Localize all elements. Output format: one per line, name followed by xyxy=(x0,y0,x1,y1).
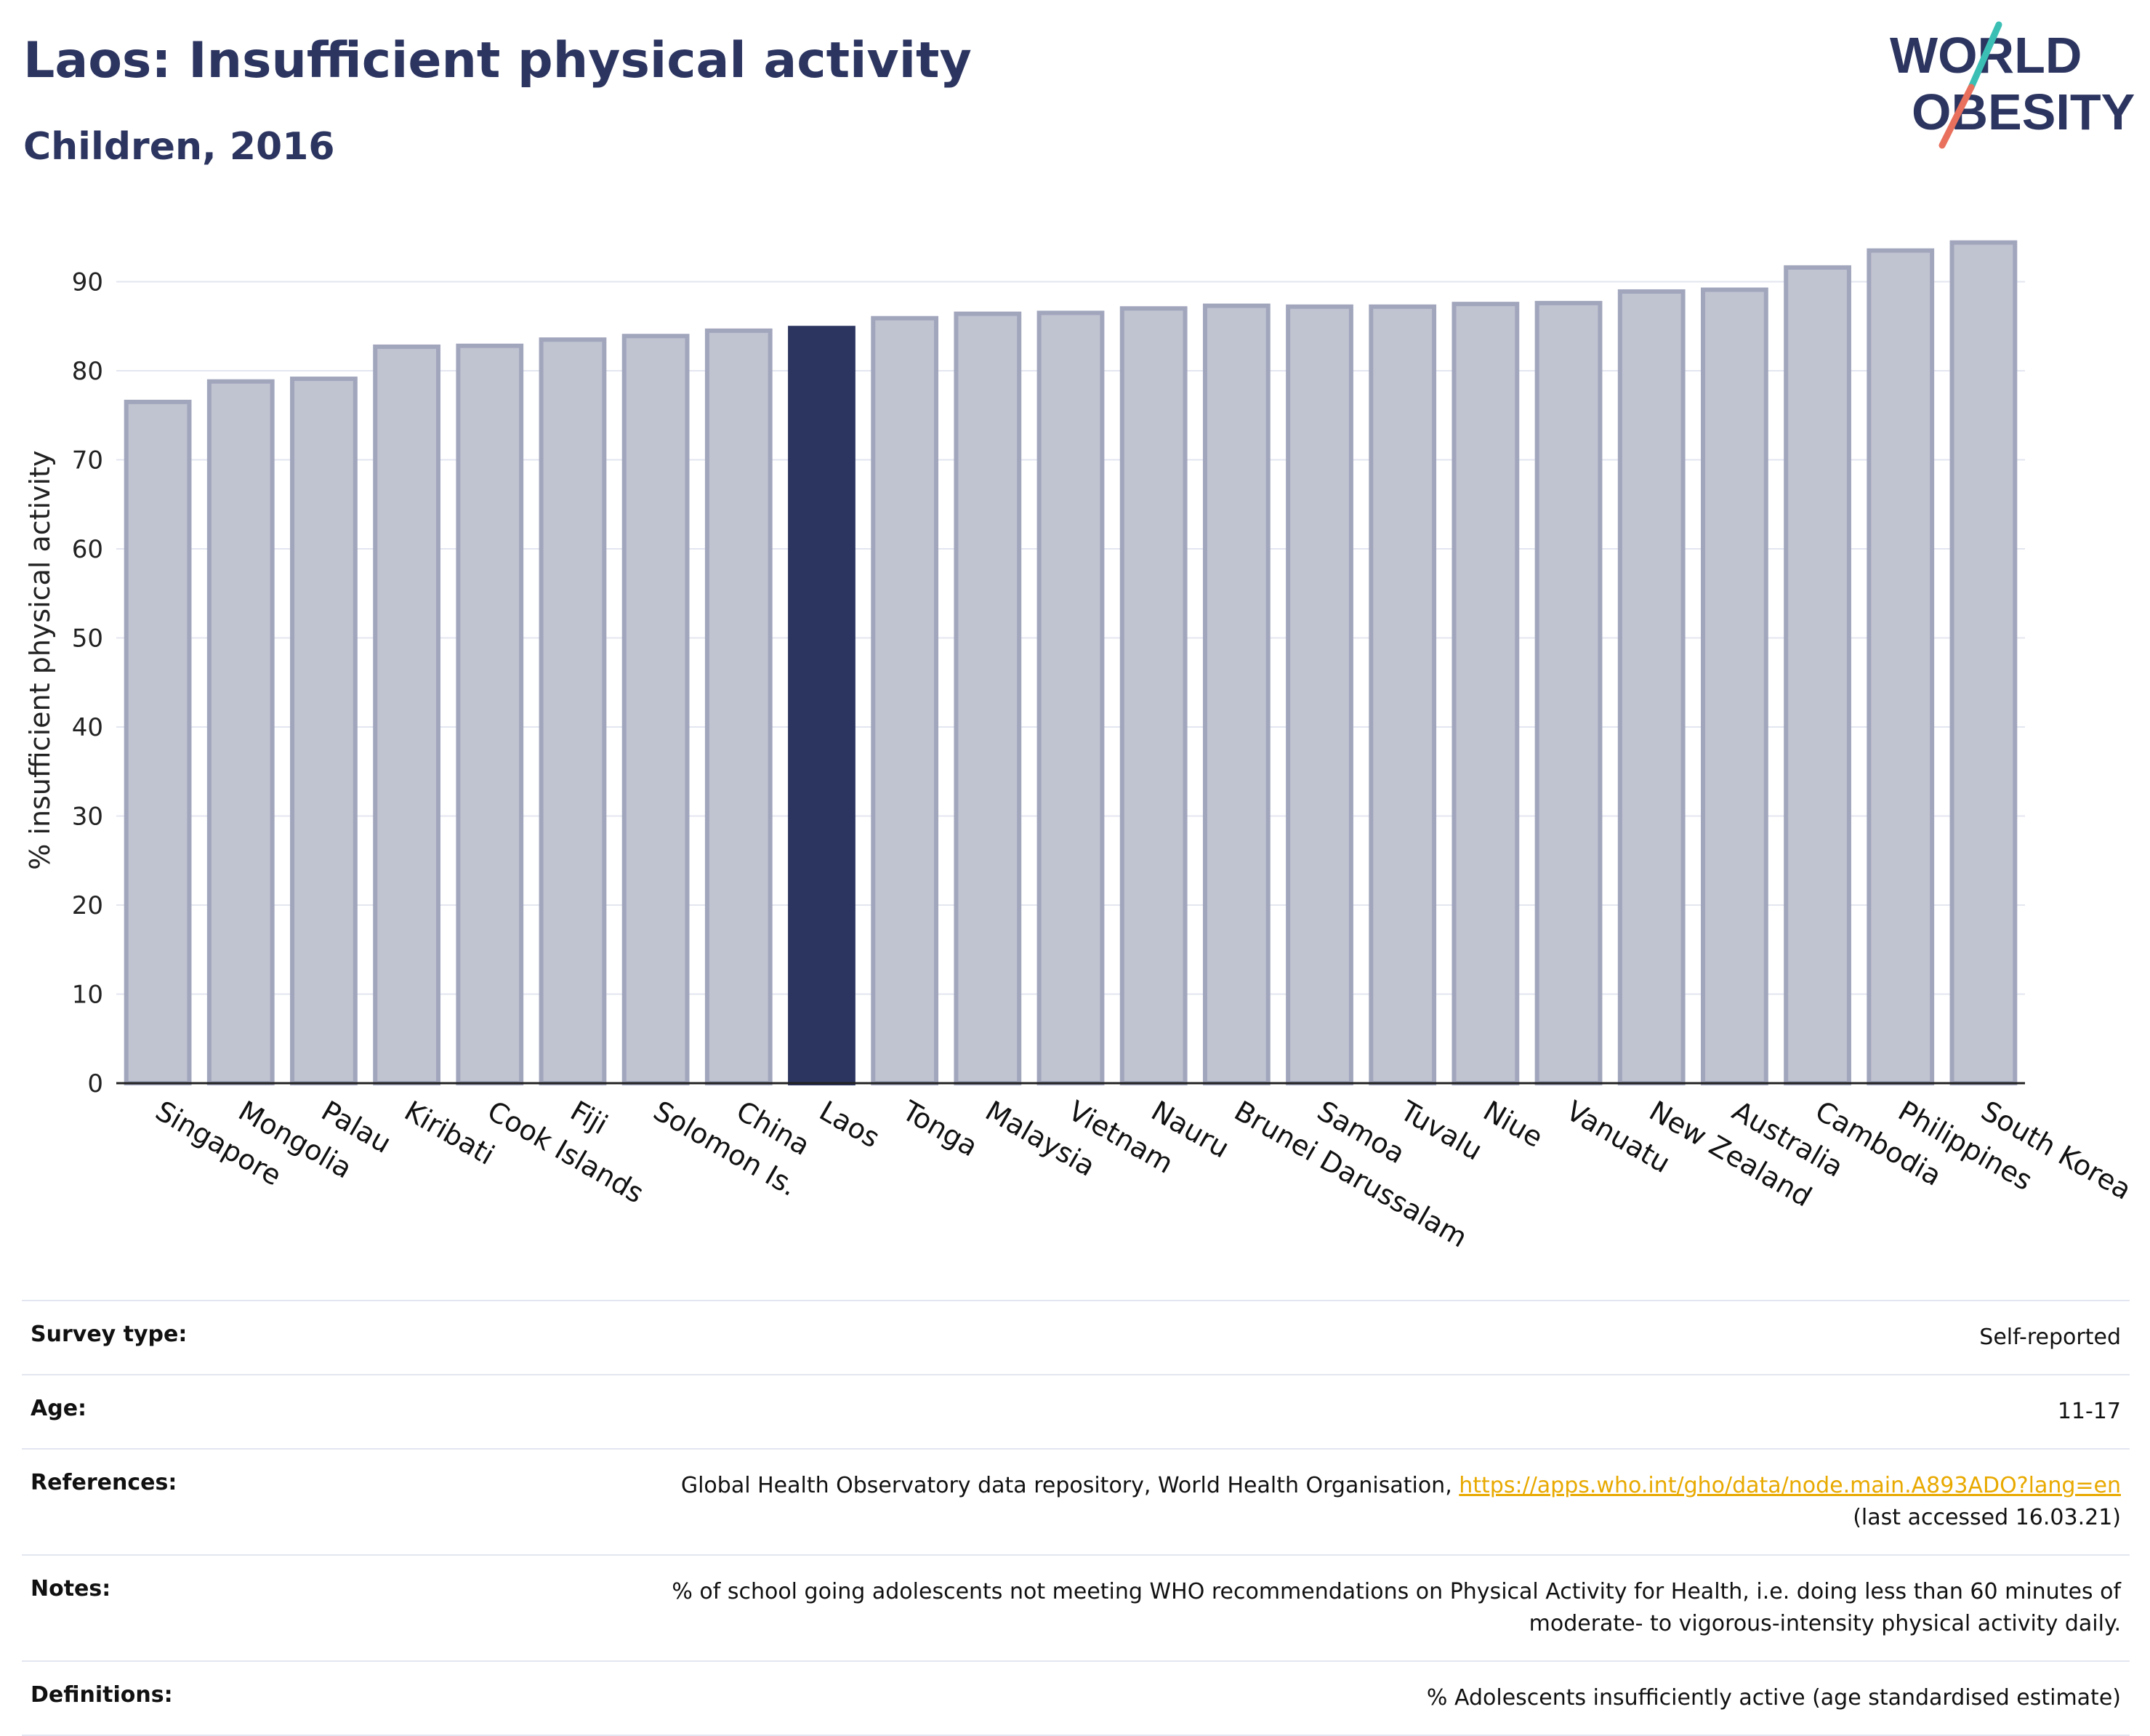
survey-type-label: Survey type: xyxy=(31,1322,188,1347)
bar-tonga xyxy=(871,316,939,1086)
survey-type-row: Survey type: Self-reported xyxy=(22,1300,2130,1374)
y-tick-label-10: 10 xyxy=(72,981,103,1010)
references-text: Global Health Observatory data repositor… xyxy=(680,1473,1459,1498)
x-tick-label-kiribati: Kiribati xyxy=(399,1095,500,1171)
notes-row: Notes: % of school going adolescents not… xyxy=(22,1554,2130,1660)
bar-vietnam xyxy=(1036,310,1105,1085)
y-tick-label-0: 0 xyxy=(87,1069,103,1098)
bar-nauru xyxy=(1119,306,1188,1085)
logo-coral-slash xyxy=(1938,84,1975,149)
y-axis-label: % insufficient physical activity xyxy=(24,450,56,869)
bar-brunei-darussalam xyxy=(1202,303,1271,1086)
age-value: 11-17 xyxy=(2057,1399,2121,1424)
references-label: References: xyxy=(31,1470,177,1495)
y-tick-label-50: 50 xyxy=(72,624,103,654)
notes-value: % of school going adolescents not meetin… xyxy=(672,1576,2121,1640)
bar-malaysia xyxy=(954,311,1022,1086)
bar-palau xyxy=(290,377,358,1085)
bar-singapore xyxy=(124,399,192,1085)
bar-mongolia xyxy=(206,379,275,1085)
x-tick-label-niue: Niue xyxy=(1478,1095,1548,1154)
y-tick-label-90: 90 xyxy=(72,268,103,297)
bar-cambodia xyxy=(1784,265,1851,1085)
definitions-label: Definitions: xyxy=(31,1682,173,1708)
notes-label: Notes: xyxy=(31,1576,111,1602)
bar-laos xyxy=(788,326,855,1086)
survey-type-value: Self-reported xyxy=(1979,1325,2121,1350)
age-label: Age: xyxy=(31,1396,87,1421)
bar-kiribati xyxy=(373,344,440,1086)
bar-new-zealand xyxy=(1617,289,1686,1086)
y-tick-label-80: 80 xyxy=(72,357,103,386)
page-subtitle: Children, 2016 xyxy=(23,125,335,169)
y-tick-label-20: 20 xyxy=(72,891,103,920)
definitions-row: Definitions: % Adolescents insufficientl… xyxy=(22,1660,2130,1736)
bar-cook-islands xyxy=(456,343,524,1085)
y-tick-label-70: 70 xyxy=(72,446,103,475)
logo-line2: OBESITY xyxy=(1912,84,2135,140)
x-tick-label-cook-islands: Cook Islands xyxy=(482,1095,649,1210)
x-tick-label-fiji: Fiji xyxy=(565,1095,613,1141)
logo-graphic: WORLD OBESITY xyxy=(1890,21,2135,149)
bar-samoa xyxy=(1286,304,1353,1085)
y-tick-label-40: 40 xyxy=(72,713,103,742)
notes-line1: % of school going adolescents not meetin… xyxy=(672,1579,2121,1604)
x-tick-label-tonga: Tonga xyxy=(896,1094,983,1162)
x-tick-label-laos: Laos xyxy=(814,1095,885,1154)
references-accessed: (last accessed 16.03.21) xyxy=(1853,1505,2121,1530)
bar-australia xyxy=(1701,287,1768,1085)
references-link[interactable]: https://apps.who.int/gho/data/node.main.… xyxy=(1459,1473,2121,1498)
metadata-table: Survey type: Self-reported Age: 11-17 Re… xyxy=(22,1300,2130,1736)
definitions-value: % Adolescents insufficiently active (age… xyxy=(1426,1685,2121,1711)
y-tick-label-30: 30 xyxy=(72,803,103,832)
world-obesity-logo: WORLD OBESITY xyxy=(1890,20,2137,151)
bar-niue xyxy=(1452,302,1520,1085)
bar-tuvalu xyxy=(1369,304,1437,1085)
bar-solomon-is- xyxy=(621,334,690,1086)
bar-china xyxy=(704,328,773,1085)
page-title: Laos: Insufficient physical activity xyxy=(23,32,972,89)
x-tick-label-tuvalu: Tuvalu xyxy=(1394,1094,1487,1167)
bar-fiji xyxy=(539,337,607,1085)
bar-south-korea xyxy=(1949,240,2018,1086)
y-tick-label-60: 60 xyxy=(72,535,103,564)
notes-line2: moderate- to vigorous-intensity physical… xyxy=(1529,1611,2121,1636)
references-value: Global Health Observatory data repositor… xyxy=(681,1470,2121,1534)
age-row: Age: 11-17 xyxy=(22,1374,2130,1448)
bar-philippines xyxy=(1867,248,1935,1085)
bar-vanuatu xyxy=(1534,300,1603,1085)
references-row: References: Global Health Observatory da… xyxy=(22,1448,2130,1554)
bar-chart: 0 10 20 30 40 50 60 70 80 90 % insufficient physic… xyxy=(24,240,2137,1254)
logo-teal-slash xyxy=(1968,21,2002,91)
